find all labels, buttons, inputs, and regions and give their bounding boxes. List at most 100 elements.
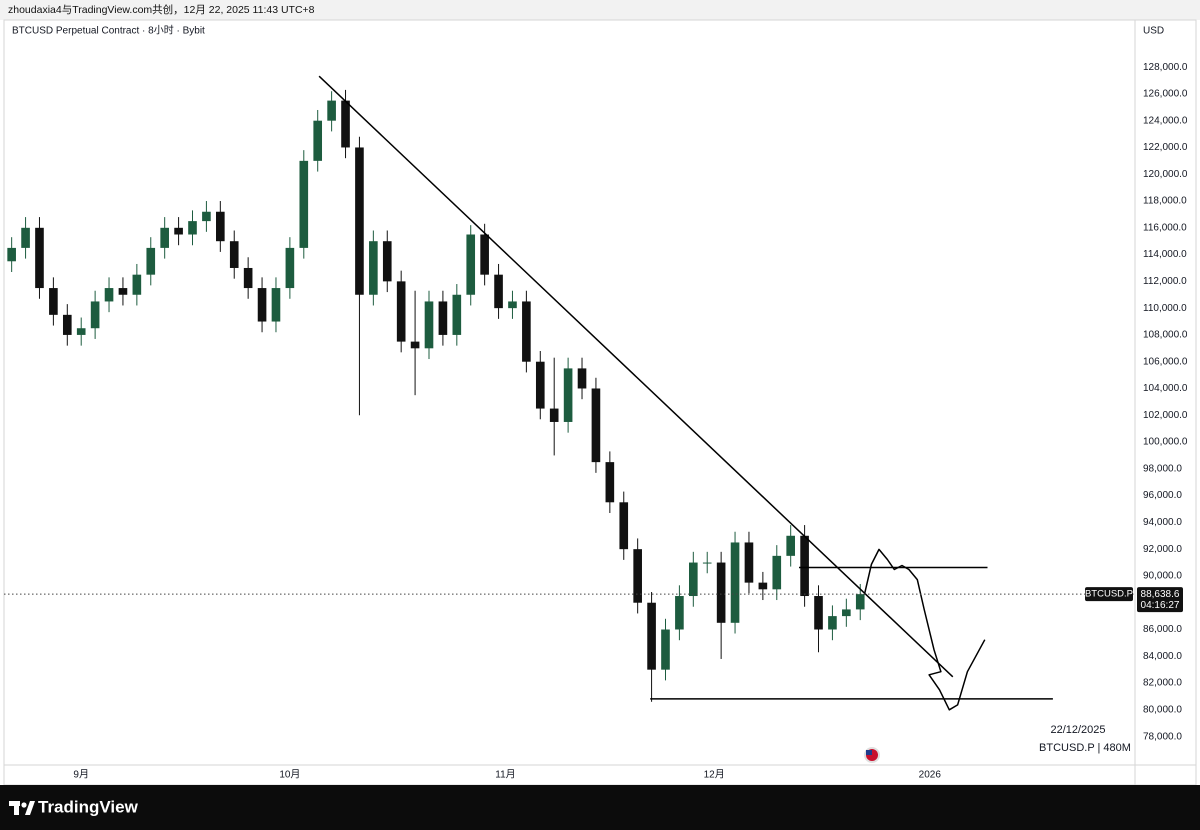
candle-body bbox=[480, 234, 489, 275]
y-tick-label: 86,000.0 bbox=[1143, 624, 1182, 635]
candle-body bbox=[132, 274, 142, 295]
candle-body bbox=[549, 408, 559, 422]
y-tick-label: 108,000.0 bbox=[1143, 330, 1188, 341]
watermark-date: 22/12/2025 bbox=[1050, 724, 1105, 736]
y-tick-label: 106,000.0 bbox=[1143, 356, 1188, 367]
x-tick-label: 11月 bbox=[495, 769, 515, 781]
countdown: 04:16:27 bbox=[1141, 600, 1180, 611]
y-tick-label: 120,000.0 bbox=[1143, 169, 1188, 180]
y-tick-label: 84,000.0 bbox=[1143, 651, 1182, 662]
candle-body bbox=[118, 288, 128, 295]
candle-body bbox=[299, 160, 309, 248]
candle-body bbox=[786, 535, 796, 556]
candle-body bbox=[410, 341, 420, 349]
header-bar bbox=[0, 0, 1200, 20]
y-tick-label: 102,000.0 bbox=[1143, 410, 1188, 421]
candle-body bbox=[90, 301, 100, 329]
y-tick-label: 122,000.0 bbox=[1143, 142, 1188, 153]
candle-body bbox=[35, 227, 44, 289]
candle-body bbox=[382, 241, 392, 282]
candle-body bbox=[424, 301, 434, 349]
candle-body bbox=[62, 314, 72, 335]
candle-body bbox=[327, 100, 336, 121]
candle-body bbox=[591, 388, 601, 463]
candle-body bbox=[535, 361, 545, 409]
y-tick-label: 92,000.0 bbox=[1143, 544, 1182, 555]
candle-body bbox=[633, 549, 642, 603]
y-tick-label: 94,000.0 bbox=[1143, 517, 1182, 528]
candle-body bbox=[619, 502, 629, 550]
candle-body bbox=[76, 328, 86, 335]
y-tick-label: 96,000.0 bbox=[1143, 490, 1182, 501]
candle-body bbox=[21, 227, 30, 248]
logo-part bbox=[21, 802, 27, 808]
candle-body bbox=[675, 596, 684, 630]
candle-body bbox=[842, 609, 851, 617]
y-tick-label: 126,000.0 bbox=[1143, 89, 1188, 100]
candle-body bbox=[202, 211, 211, 222]
footer-brand: TradingView bbox=[38, 797, 139, 816]
candle-body bbox=[341, 100, 350, 148]
candle-body bbox=[104, 288, 114, 302]
x-tick-label: 9月 bbox=[73, 769, 89, 781]
candle-body bbox=[702, 562, 712, 564]
candle-body bbox=[661, 629, 670, 670]
candle-body bbox=[577, 368, 587, 389]
candle-body bbox=[438, 301, 448, 335]
y-tick-label: 124,000.0 bbox=[1143, 115, 1188, 126]
candle-body bbox=[828, 616, 837, 630]
last-price-box bbox=[1137, 587, 1183, 613]
header-text: zhoudaxia4与TradingView.com共创，12月 22, 202… bbox=[8, 3, 315, 16]
watermark-symbol: BTCUSD.P | 480M bbox=[1039, 742, 1131, 754]
logo-part bbox=[25, 801, 35, 815]
chart-title: BTCUSD Perpetual Contract · 8小时 · Bybit bbox=[12, 25, 205, 37]
candle-body bbox=[522, 301, 531, 362]
x-tick-label: 10月 bbox=[279, 769, 300, 781]
y-tick-label: 116,000.0 bbox=[1143, 222, 1187, 233]
candle-body bbox=[355, 147, 364, 295]
candle-body bbox=[452, 294, 462, 335]
candle-body bbox=[716, 562, 726, 623]
drawn-line bbox=[318, 75, 954, 678]
candle-body bbox=[174, 227, 183, 235]
candle-body bbox=[49, 288, 58, 315]
candle-body bbox=[160, 227, 169, 248]
candle-body bbox=[508, 301, 517, 309]
candle-body bbox=[313, 120, 323, 161]
candle-body bbox=[772, 555, 782, 590]
candle-body bbox=[744, 542, 754, 583]
candle-body bbox=[605, 462, 615, 503]
y-tick-label: 100,000.0 bbox=[1143, 437, 1188, 448]
candle-body bbox=[229, 241, 239, 268]
x-tick-label: 12月 bbox=[704, 769, 725, 781]
y-tick-label: 118,000.0 bbox=[1143, 196, 1187, 207]
symbol-tag-box bbox=[1085, 587, 1133, 602]
candle-body bbox=[257, 288, 267, 322]
candle-body bbox=[758, 582, 768, 590]
x-tick-label: 2026 bbox=[919, 770, 942, 781]
candle-body bbox=[285, 247, 295, 289]
candle-body bbox=[563, 368, 573, 422]
candle-body bbox=[494, 274, 503, 309]
candle-body bbox=[188, 221, 197, 235]
candle-body bbox=[396, 281, 406, 342]
candle-body bbox=[146, 247, 156, 275]
candle-body bbox=[814, 596, 823, 630]
candle-body bbox=[730, 542, 740, 623]
axis-unit: USD bbox=[1143, 26, 1164, 37]
candle-body bbox=[688, 562, 698, 597]
y-tick-label: 82,000.0 bbox=[1143, 678, 1182, 689]
y-tick-label: 114,000.0 bbox=[1143, 249, 1187, 260]
y-tick-label: 104,000.0 bbox=[1143, 383, 1188, 394]
y-tick-label: 90,000.0 bbox=[1143, 571, 1182, 582]
candle-body bbox=[800, 535, 809, 597]
y-tick-label: 98,000.0 bbox=[1143, 463, 1182, 474]
y-tick-label: 112,000.0 bbox=[1143, 276, 1187, 287]
symbol-tag: BTCUSD.P bbox=[1085, 589, 1133, 600]
y-tick-label: 128,000.0 bbox=[1143, 62, 1188, 73]
candle-body bbox=[647, 602, 656, 670]
candle-body bbox=[855, 594, 865, 610]
drawn-curve bbox=[863, 548, 986, 711]
candle-body bbox=[243, 267, 253, 289]
